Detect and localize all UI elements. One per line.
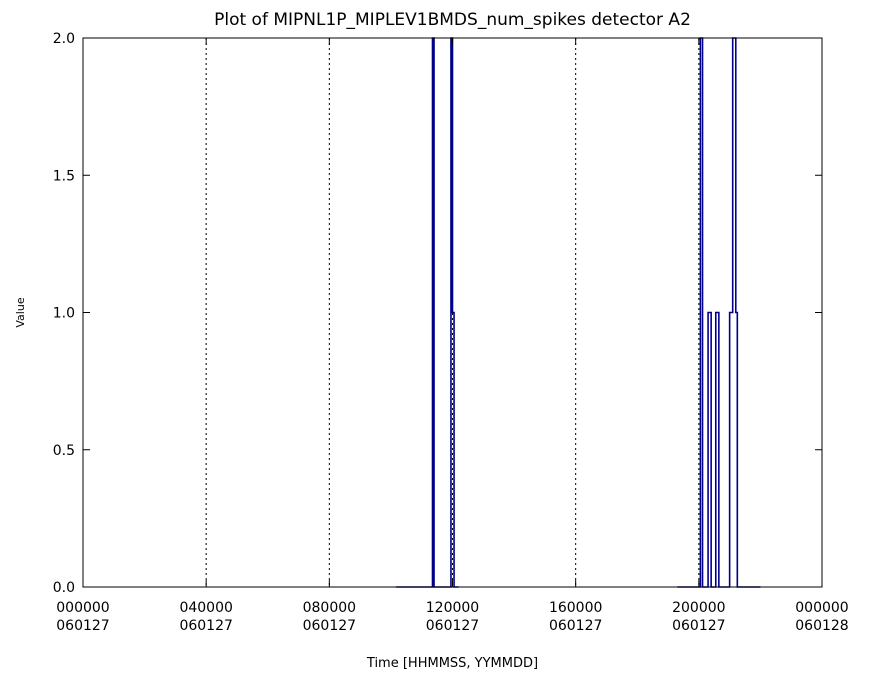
y-tick-labels: 0.0 0.5 1.0 1.5 2.0 — [53, 31, 75, 596]
x-axis-label: Time [HHMMSS, YYMMDD] — [366, 656, 538, 671]
chart-title: Plot of MIPNL1P_MIPLEV1BMDS_num_spikes d… — [214, 10, 691, 30]
x-tick-label-date-4: 060127 — [549, 618, 602, 634]
series-group — [396, 37, 761, 588]
x-tick-labels: 000000 060127 040000 060127 080000 060127 1200… — [56, 600, 848, 634]
plot-frame — [82, 37, 823, 588]
x-tick-label-date-0: 060127 — [56, 618, 109, 634]
series-0-segment-0 — [396, 37, 459, 588]
x-tick-label-date-5: 060127 — [672, 618, 725, 634]
x-tick-label-time-5: 200000 — [672, 600, 725, 616]
x-tick-label-date-6: 060128 — [795, 618, 848, 634]
y-tick-label-0: 0.0 — [53, 580, 75, 596]
x-tick-label-time-2: 080000 — [303, 600, 356, 616]
y-tick-label-1: 0.5 — [53, 443, 75, 459]
x-tick-label-time-0: 000000 — [56, 600, 109, 616]
x-tick-label-date-3: 060127 — [426, 618, 479, 634]
y-axis-label: Value — [14, 297, 27, 327]
x-tick-label-date-1: 060127 — [179, 618, 232, 634]
y-tick-label-3: 1.5 — [53, 168, 75, 184]
x-tick-label-time-3: 120000 — [426, 600, 479, 616]
x-tick-label-date-2: 060127 — [303, 618, 356, 634]
y-tick-label-2: 1.0 — [53, 306, 75, 322]
y-tick-label-4: 2.0 — [53, 31, 75, 47]
series-0-segment-1 — [677, 37, 761, 588]
x-tick-label-time-4: 160000 — [549, 600, 602, 616]
x-tick-label-time-1: 040000 — [179, 600, 232, 616]
x-tick-label-time-6: 000000 — [795, 600, 848, 616]
